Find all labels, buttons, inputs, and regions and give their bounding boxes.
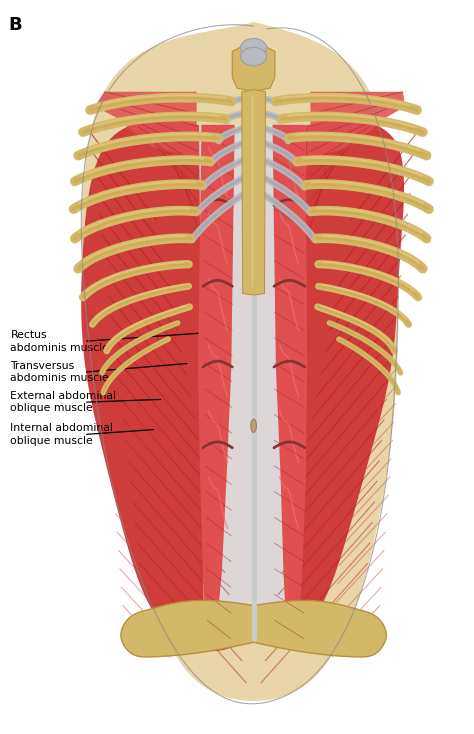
Polygon shape: [254, 121, 404, 647]
Text: Internal abdominal
oblique muscle: Internal abdominal oblique muscle: [10, 424, 113, 446]
Ellipse shape: [251, 419, 256, 432]
Polygon shape: [198, 125, 235, 635]
Polygon shape: [254, 600, 386, 657]
Polygon shape: [273, 125, 307, 635]
Text: Transversus
abdominis muscle: Transversus abdominis muscle: [10, 361, 109, 383]
Polygon shape: [254, 125, 306, 639]
Polygon shape: [242, 90, 265, 295]
Ellipse shape: [240, 47, 266, 65]
Ellipse shape: [240, 38, 266, 57]
Text: B: B: [9, 16, 22, 34]
Text: Rectus
abdominis muscle: Rectus abdominis muscle: [10, 330, 109, 352]
Text: External abdominal
oblique muscle: External abdominal oblique muscle: [10, 391, 117, 413]
Polygon shape: [81, 121, 254, 651]
Polygon shape: [307, 92, 405, 161]
Polygon shape: [95, 92, 199, 161]
Polygon shape: [82, 22, 398, 701]
Polygon shape: [199, 125, 254, 639]
Polygon shape: [121, 600, 254, 657]
Polygon shape: [232, 40, 275, 92]
